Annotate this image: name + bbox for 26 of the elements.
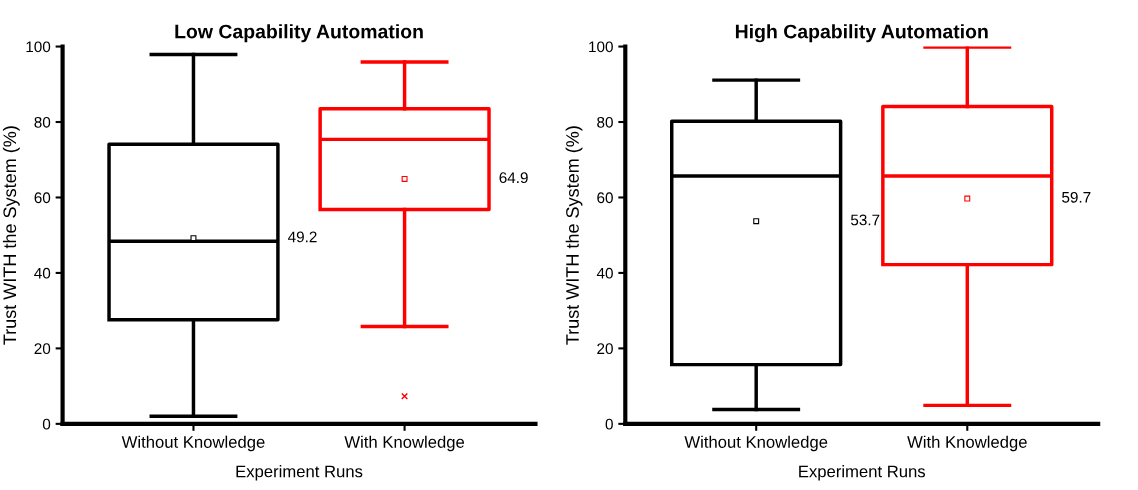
annotation: 53.7 — [850, 214, 880, 226]
x-tick-label: With Knowledge — [344, 435, 465, 452]
y-tick-label: 100 — [26, 41, 51, 53]
y-tick-label: 40 — [596, 267, 613, 279]
annotation: 64.9 — [499, 172, 528, 184]
y-tick-label: 20 — [597, 343, 613, 355]
y-tick-label: 80 — [597, 116, 613, 128]
x-tick-label: Without Knowledge — [684, 435, 828, 452]
y-tick-label: 20 — [34, 343, 51, 355]
y-tick-label: 80 — [34, 116, 51, 128]
x-axis-title: Experiment Runs — [236, 465, 363, 481]
x-tick-label: Without Knowledge — [121, 435, 265, 452]
y-tick-label: 40 — [34, 267, 51, 279]
y-tick-label: 100 — [589, 41, 613, 53]
y-tick-label: 0 — [605, 418, 613, 430]
annotation: 49.2 — [287, 231, 317, 243]
chart-title: Low Capability Automation — [175, 24, 423, 43]
chart-title: High Capability Automation — [735, 24, 988, 43]
y-tick-label: 60 — [597, 192, 613, 204]
y-axis-title: Trust WITH the System (%) — [2, 126, 20, 345]
y-axis-title: Trust WITH the System (%) — [565, 126, 583, 345]
x-tick-label: With Knowledge — [907, 435, 1027, 452]
y-tick-label: 0 — [42, 418, 51, 430]
annotation: 59.7 — [1062, 191, 1091, 203]
y-tick-label: 60 — [34, 192, 51, 204]
x-axis-title: Experiment Runs — [799, 465, 926, 481]
